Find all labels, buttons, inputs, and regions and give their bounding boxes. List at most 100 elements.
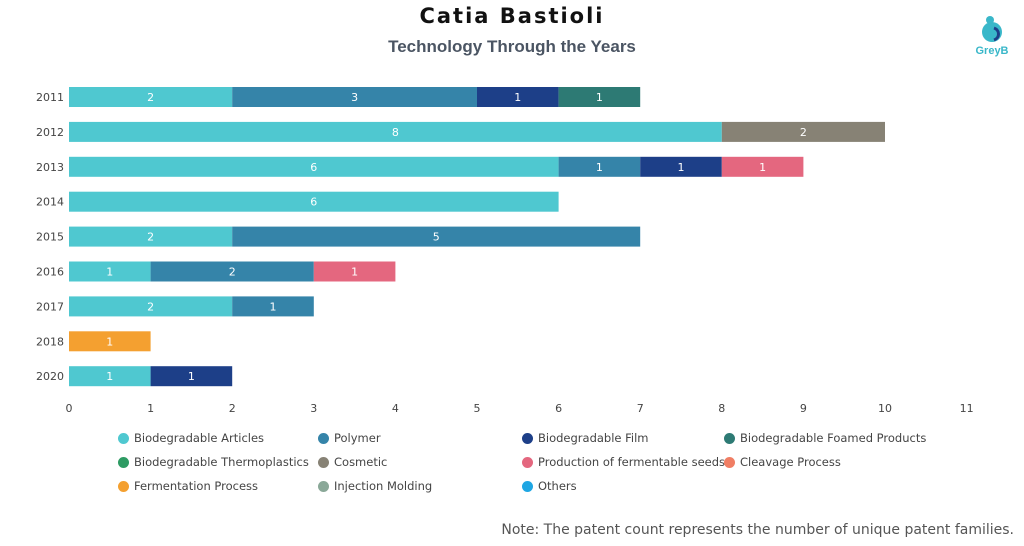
legend-label: Cosmetic [334, 455, 388, 469]
x-tick-label: 3 [310, 402, 317, 415]
legend-item[interactable]: Others [522, 477, 577, 495]
x-tick-label: 5 [474, 402, 481, 415]
data-label: 2 [147, 91, 154, 104]
legend-swatch [522, 480, 533, 492]
data-label: 1 [106, 266, 113, 279]
x-tick-label: 0 [66, 402, 73, 415]
data-label: 1 [596, 161, 603, 174]
data-label: 1 [514, 91, 521, 104]
chart-legend: Biodegradable Articles Polymer Biodegradab… [118, 429, 1008, 499]
x-tick-label: 1 [147, 402, 154, 415]
legend-label: Biodegradable Foamed Products [740, 431, 927, 445]
legend-label: Biodegradable Thermoplastics [134, 455, 309, 469]
legend-swatch [522, 432, 533, 444]
data-label: 3 [351, 91, 358, 104]
x-tick-label: 8 [718, 402, 725, 415]
bar-segment [313, 261, 396, 282]
legend-label: Biodegradable Articles [134, 431, 265, 445]
legend-swatch [118, 456, 129, 468]
legend-swatch [724, 432, 735, 444]
legend-swatch [118, 480, 129, 492]
data-label: 1 [759, 161, 766, 174]
data-label: 6 [310, 196, 317, 209]
bar-segment [558, 87, 641, 107]
x-tick-label: 9 [800, 402, 807, 415]
bar-segment [558, 156, 641, 177]
bar-segment [69, 121, 722, 142]
legend-item[interactable]: Biodegradable Thermoplastics [118, 453, 309, 471]
y-tick-label: 2016 [36, 266, 64, 279]
bar-segment [69, 296, 233, 317]
x-tick-label: 7 [637, 402, 644, 415]
data-label: 1 [678, 161, 685, 174]
logo-text: GreyB [975, 45, 1009, 57]
x-tick-label: 6 [555, 402, 562, 415]
y-tick-label: 2017 [36, 300, 64, 313]
y-tick-label: 2014 [36, 196, 64, 209]
chart-subtitle: Technology Through the Years [388, 37, 636, 56]
data-label: 5 [433, 231, 440, 244]
legend-item[interactable]: Biodegradable Foamed Products [724, 429, 926, 447]
legend-label: Others [538, 479, 577, 493]
legend-label: Fermentation Process [134, 479, 259, 493]
legend-label: Cleavage Process [740, 455, 841, 469]
legend-item[interactable]: Production of fermentable seeds [522, 453, 725, 471]
bar-segment [232, 296, 314, 317]
data-label: 1 [270, 300, 277, 313]
legend-swatch [522, 456, 533, 468]
y-tick-label: 2018 [36, 335, 64, 348]
footnote: Note: The patent count represents the nu… [501, 522, 1014, 538]
bar-segment [150, 366, 233, 387]
bar-segment [150, 261, 314, 282]
x-tick-label: 10 [878, 402, 892, 415]
bar-segment [69, 191, 559, 212]
bar-segment [69, 331, 151, 352]
data-label: 1 [106, 370, 113, 383]
legend-item[interactable]: Fermentation Process [118, 477, 258, 495]
x-tick-label: 11 [960, 402, 974, 415]
legend-item[interactable]: Polymer [318, 429, 381, 447]
legend-label: Polymer [334, 431, 381, 445]
data-label: 1 [596, 91, 603, 104]
y-tick-label: 2015 [36, 231, 64, 244]
data-label: 1 [351, 266, 358, 279]
data-label: 2 [147, 231, 154, 244]
legend-item[interactable]: Biodegradable Articles [118, 429, 264, 447]
x-tick-label: 4 [392, 402, 399, 415]
legend-label: Biodegradable Film [538, 431, 649, 445]
legend-item[interactable]: Injection Molding [318, 477, 432, 495]
bar-segment [69, 87, 233, 107]
legend-swatch [318, 480, 329, 492]
bar-segment [477, 87, 559, 107]
y-tick-label: 2012 [36, 126, 64, 139]
bar-segment [69, 366, 151, 387]
legend-swatch [724, 456, 735, 468]
legend-label: Production of fermentable seeds [538, 455, 726, 469]
data-label: 1 [188, 370, 195, 383]
x-tick-label: 2 [229, 402, 236, 415]
data-label: 2 [229, 266, 236, 279]
y-tick-label: 2011 [36, 91, 64, 104]
y-tick-label: 2020 [36, 370, 64, 383]
data-label: 8 [392, 126, 399, 139]
greyb-logo-icon [982, 16, 1002, 42]
bar-segment [232, 226, 641, 247]
data-label: 6 [310, 161, 317, 174]
y-tick-label: 2013 [36, 161, 64, 174]
bar-segment [721, 121, 885, 142]
legend-swatch [318, 456, 329, 468]
legend-swatch [318, 432, 329, 444]
bar-segment [69, 156, 559, 177]
data-label: 2 [800, 126, 807, 139]
bar-segment [69, 261, 151, 282]
chart-title: Catia Bastioli [419, 4, 605, 28]
bar-segment [721, 156, 804, 177]
bar-segment [69, 226, 233, 247]
legend-item[interactable]: Cleavage Process [724, 453, 841, 471]
legend-item[interactable]: Cosmetic [318, 453, 387, 471]
legend-swatch [118, 432, 129, 444]
data-label: 1 [106, 335, 113, 348]
bar-segment [232, 87, 477, 107]
legend-item[interactable]: Biodegradable Film [522, 429, 649, 447]
